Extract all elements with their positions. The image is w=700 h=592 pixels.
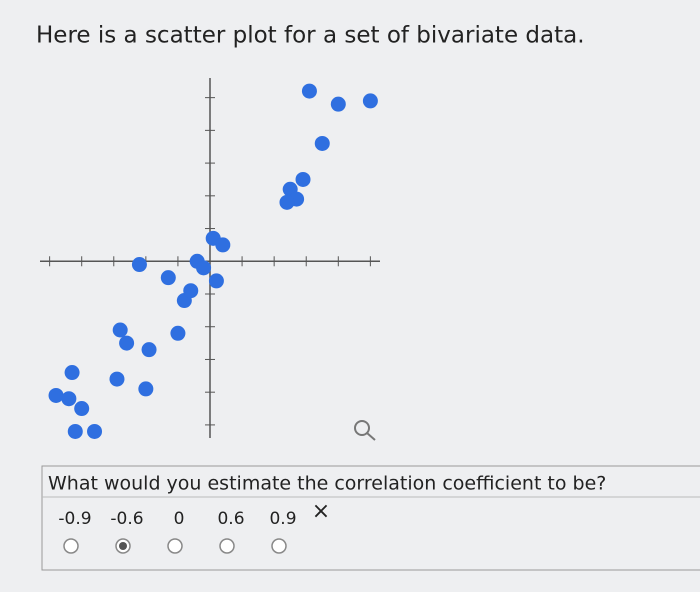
point	[215, 237, 231, 253]
point	[74, 401, 90, 417]
option-label: -0.6	[110, 509, 143, 529]
point	[131, 257, 147, 273]
question-box	[41, 465, 700, 571]
option-label: 0	[174, 509, 185, 529]
point	[112, 322, 128, 338]
radio[interactable]	[219, 538, 235, 554]
point	[119, 335, 135, 351]
option-label: 0.6	[217, 509, 244, 529]
point	[279, 194, 295, 210]
title: Here is a scatter plot for a set of biva…	[36, 23, 585, 49]
point	[208, 273, 224, 289]
point	[64, 365, 80, 381]
point	[362, 93, 378, 109]
question-text: What would you estimate the correlation …	[48, 473, 606, 495]
options: -0.9 -0.6 0 0.6 0.9 ×	[58, 499, 330, 554]
point	[170, 325, 186, 341]
point	[183, 283, 199, 299]
point	[330, 96, 346, 112]
point	[141, 342, 157, 358]
point	[109, 371, 125, 387]
point	[61, 391, 77, 407]
point	[67, 423, 83, 439]
point	[160, 270, 176, 286]
point	[301, 83, 317, 99]
zoom-icon[interactable]	[354, 420, 376, 441]
point	[295, 171, 311, 187]
scatter-plot	[40, 78, 380, 439]
point	[48, 387, 64, 403]
point	[196, 260, 212, 276]
point	[87, 423, 103, 439]
feedback-mark: ×	[312, 499, 330, 524]
point	[138, 381, 154, 397]
radio-dot	[119, 542, 127, 550]
radio[interactable]	[63, 538, 79, 554]
radio[interactable]	[167, 538, 183, 554]
radio[interactable]	[271, 538, 287, 554]
point	[314, 135, 330, 151]
option-label: -0.9	[58, 509, 91, 529]
option-label: 0.9	[269, 509, 296, 529]
